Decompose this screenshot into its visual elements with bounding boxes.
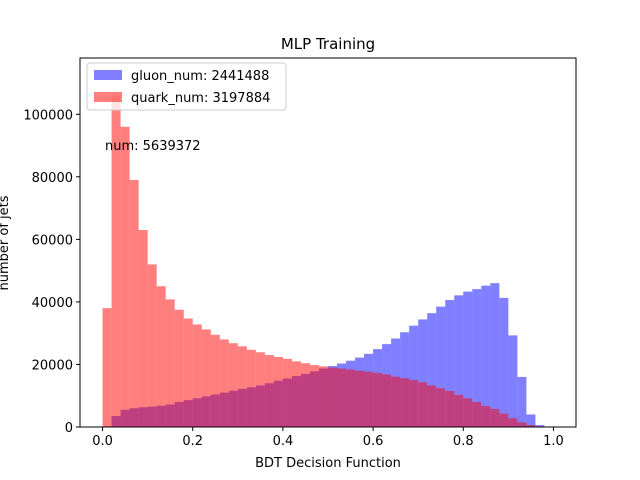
y-tick-label: 80000 bbox=[32, 171, 73, 186]
bar-series-1-bin-36 bbox=[427, 385, 437, 427]
bar-series-1-bin-30 bbox=[373, 372, 383, 427]
y-tick-label: 100000 bbox=[23, 108, 73, 123]
bar-series-1-bin-16 bbox=[246, 349, 256, 427]
bar-series-1-bin-44 bbox=[499, 413, 509, 427]
bar-series-1-bin-24 bbox=[318, 366, 328, 427]
bar-series-1-bin-25 bbox=[328, 367, 338, 427]
total-count-annotation: num: 5639372 bbox=[105, 139, 201, 154]
bar-series-1-bin-20 bbox=[282, 358, 292, 427]
bar-series-1-bin-18 bbox=[264, 355, 274, 427]
bar-series-1-bin-17 bbox=[255, 352, 265, 427]
legend-box bbox=[86, 62, 287, 111]
legend: gluon_num: 2441488 quark_num: 3197884 bbox=[86, 62, 287, 111]
bar-series-1-bin-23 bbox=[309, 365, 319, 427]
bar-series-0-bin-41 bbox=[472, 289, 482, 427]
bar-series-1-bin-8 bbox=[174, 309, 184, 427]
bar-series-1-bin-6 bbox=[156, 286, 166, 427]
bar-series-1-bin-26 bbox=[337, 368, 347, 427]
bar-series-1-bin-10 bbox=[192, 324, 202, 427]
bar-series-1-bin-33 bbox=[400, 378, 410, 427]
bar-series-0-bin-48 bbox=[535, 425, 545, 427]
bar-series-1-bin-42 bbox=[481, 406, 491, 427]
bar-series-0-bin-38 bbox=[445, 300, 455, 427]
x-tick-label: 0.4 bbox=[273, 434, 294, 449]
bar-series-1-bin-4 bbox=[138, 229, 148, 427]
bar-series-1-bin-40 bbox=[463, 398, 473, 427]
bar-series-0-bin-40 bbox=[463, 291, 473, 427]
y-tick-label: 40000 bbox=[32, 296, 73, 311]
legend-label-gluon: gluon_num: 2441488 bbox=[131, 69, 269, 84]
x-tick-label: 1.0 bbox=[543, 434, 564, 449]
bar-series-1-bin-46 bbox=[517, 422, 527, 427]
bar-series-0-bin-44 bbox=[499, 297, 509, 427]
y-tick-label: 20000 bbox=[32, 358, 73, 373]
bar-series-1-bin-31 bbox=[382, 374, 392, 427]
ticks-layer: 0.0 0.2 0.4 0.6 0.8 1.0 0 20000 40000 60000 80000 1… bbox=[23, 108, 563, 449]
bar-series-0-bin-36 bbox=[427, 313, 437, 427]
bar-series-0-bin-37 bbox=[436, 306, 446, 427]
bar-series-0-bin-35 bbox=[418, 319, 428, 427]
chart-title: MLP Training bbox=[281, 35, 375, 53]
legend-label-quark: quark_num: 3197884 bbox=[131, 91, 270, 106]
bar-series-0-bin-42 bbox=[481, 285, 491, 427]
x-tick-label: 0.2 bbox=[182, 434, 203, 449]
bar-series-1-bin-1 bbox=[111, 95, 121, 427]
bar-series-1-bin-38 bbox=[445, 391, 455, 427]
bar-series-1-bin-13 bbox=[219, 339, 229, 427]
y-tick-label: 60000 bbox=[32, 233, 73, 248]
bar-series-1-bin-11 bbox=[201, 329, 211, 427]
bar-series-1-bin-22 bbox=[300, 363, 310, 427]
legend-swatch-gluon bbox=[94, 70, 122, 80]
bar-series-0-bin-43 bbox=[490, 283, 500, 427]
bar-series-1-bin-34 bbox=[409, 380, 419, 427]
bars-layer bbox=[102, 95, 545, 428]
axes-frame bbox=[79, 57, 577, 428]
bar-series-1-bin-39 bbox=[454, 394, 464, 427]
bar-series-1-bin-9 bbox=[183, 318, 193, 427]
y-axis-label: number of jets bbox=[0, 195, 12, 290]
bar-series-1-bin-15 bbox=[237, 346, 247, 427]
bar-series-1-bin-27 bbox=[346, 369, 356, 427]
bar-series-0-bin-47 bbox=[526, 414, 536, 427]
bar-series-0-bin-39 bbox=[454, 295, 464, 427]
x-tick-label: 0.8 bbox=[453, 434, 474, 449]
bar-series-1-bin-28 bbox=[355, 370, 365, 427]
bar-series-1-bin-0 bbox=[102, 308, 112, 427]
bar-series-1-bin-21 bbox=[291, 361, 301, 427]
bar-series-1-bin-14 bbox=[228, 343, 238, 427]
bar-series-1-bin-2 bbox=[120, 126, 130, 428]
bar-series-1-bin-19 bbox=[273, 356, 283, 427]
bar-series-1-bin-43 bbox=[490, 408, 500, 427]
bar-series-1-bin-7 bbox=[165, 299, 175, 427]
bar-series-1-bin-45 bbox=[508, 418, 518, 427]
bar-series-0-bin-45 bbox=[508, 335, 518, 427]
bar-series-1-bin-12 bbox=[210, 334, 220, 427]
bar-series-1-bin-3 bbox=[129, 179, 139, 427]
bar-series-0-bin-34 bbox=[409, 325, 419, 427]
bar-series-1-bin-47 bbox=[526, 425, 536, 427]
bar-series-1-bin-5 bbox=[147, 264, 157, 427]
bar-series-0-bin-46 bbox=[517, 376, 527, 427]
bar-series-1-bin-35 bbox=[418, 382, 428, 427]
bar-series-1-bin-41 bbox=[472, 401, 482, 427]
x-tick-label: 0.6 bbox=[363, 434, 384, 449]
series-1 bbox=[102, 95, 545, 428]
legend-swatch-quark bbox=[94, 92, 122, 102]
x-axis-label: BDT Decision Function bbox=[255, 456, 401, 471]
bar-series-1-bin-37 bbox=[436, 388, 446, 427]
bar-series-1-bin-32 bbox=[391, 376, 401, 427]
y-tick-label: 0 bbox=[65, 421, 73, 436]
bar-series-1-bin-29 bbox=[364, 371, 374, 427]
x-tick-label: 0.0 bbox=[92, 434, 113, 449]
